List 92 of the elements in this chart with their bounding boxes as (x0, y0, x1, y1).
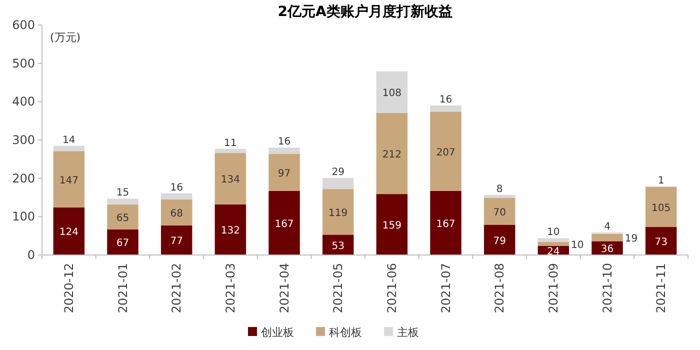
bar (484, 198, 516, 225)
y-tick-label: 200 (12, 171, 35, 186)
data-label: 19 (624, 234, 638, 245)
data-label: 16 (170, 182, 183, 194)
x-tick-label: 2021-09 (546, 263, 560, 314)
data-label: 147 (59, 175, 78, 186)
bar (53, 207, 85, 255)
bar (268, 148, 300, 154)
data-label: 10 (571, 240, 584, 251)
x-tick-label: 2021-03 (223, 263, 238, 314)
bar (538, 242, 570, 246)
bar (214, 148, 246, 154)
bar (268, 190, 300, 255)
data-label: 11 (224, 138, 237, 149)
data-label: 159 (382, 220, 402, 232)
bar (538, 238, 570, 242)
bar (645, 227, 677, 255)
data-label: 105 (652, 202, 671, 214)
bar (107, 198, 138, 204)
data-label: 53 (332, 240, 344, 252)
data-label: 167 (274, 218, 294, 230)
bar (107, 229, 138, 255)
x-tick-label: 2021-07 (438, 263, 453, 314)
bar (592, 234, 623, 242)
y-tick-label: 300 (12, 133, 35, 147)
data-label: 167 (436, 218, 456, 230)
data-label: 97 (278, 168, 291, 180)
data-label: 79 (493, 236, 506, 247)
data-label: 132 (220, 226, 240, 237)
data-label: 24 (547, 246, 560, 258)
x-tick-label: 2021-01 (116, 263, 130, 314)
bar (430, 106, 462, 112)
data-label: 16 (439, 94, 452, 106)
y-tick-label: 0 (27, 248, 35, 262)
data-label: 8 (496, 184, 503, 195)
bar (322, 189, 354, 235)
data-label: 1 (658, 175, 664, 186)
x-tick-label: 2021-10 (600, 263, 614, 314)
y-tick-label: 400 (12, 94, 35, 109)
data-label: 29 (332, 166, 344, 178)
x-tick-label: 2021-11 (654, 263, 668, 314)
legend-label: 科创板 (329, 326, 362, 339)
bar (53, 146, 85, 152)
legend-label: 主板 (397, 326, 419, 339)
chart-title: 2亿元A类账户月度打新收益 (278, 3, 452, 20)
data-label: 68 (170, 208, 183, 220)
bar (645, 186, 677, 228)
bar (268, 154, 300, 191)
y-tick-label: 500 (12, 56, 35, 70)
bar (160, 199, 192, 226)
bar (214, 204, 246, 255)
x-tick-label: 2021-04 (277, 263, 292, 314)
data-label: 119 (328, 208, 348, 219)
x-tick-label: 2020-12 (62, 263, 76, 314)
data-label: 124 (59, 227, 78, 238)
bar (484, 194, 516, 198)
data-label: 70 (493, 207, 506, 218)
bar (322, 178, 354, 190)
data-label: 73 (654, 237, 668, 248)
bar (107, 204, 138, 230)
data-label: 36 (600, 244, 614, 256)
bar (376, 194, 408, 255)
bar (53, 151, 85, 208)
data-label: 14 (62, 134, 76, 146)
bar (376, 112, 408, 194)
bar (376, 71, 408, 113)
bar (160, 225, 192, 255)
bar (430, 112, 462, 191)
x-tick-label: 2021-02 (170, 263, 184, 314)
data-label: 65 (116, 212, 130, 224)
y-tick-label: 600 (12, 18, 35, 32)
data-label: 4 (604, 221, 610, 232)
x-tick-label: 2021-06 (384, 263, 399, 314)
legend-label: 创业板 (261, 326, 294, 339)
data-label: 207 (436, 147, 456, 158)
bar (484, 224, 516, 255)
bar (322, 234, 354, 255)
bar (160, 193, 192, 200)
data-label: 16 (278, 136, 291, 148)
y-axis-title: (万元) (50, 31, 81, 44)
data-label: 67 (116, 238, 130, 250)
bar (214, 153, 246, 204)
data-label: 15 (116, 188, 130, 199)
x-tick-label: 2021-05 (331, 263, 346, 314)
x-tick-label: 2021-08 (492, 263, 507, 314)
data-label: 134 (220, 174, 240, 186)
data-label: 108 (382, 88, 402, 100)
data-label: 212 (382, 149, 402, 160)
data-label: 10 (547, 227, 560, 238)
y-tick-label: 100 (12, 210, 35, 224)
data-label: 77 (170, 236, 183, 248)
bar (430, 190, 462, 255)
